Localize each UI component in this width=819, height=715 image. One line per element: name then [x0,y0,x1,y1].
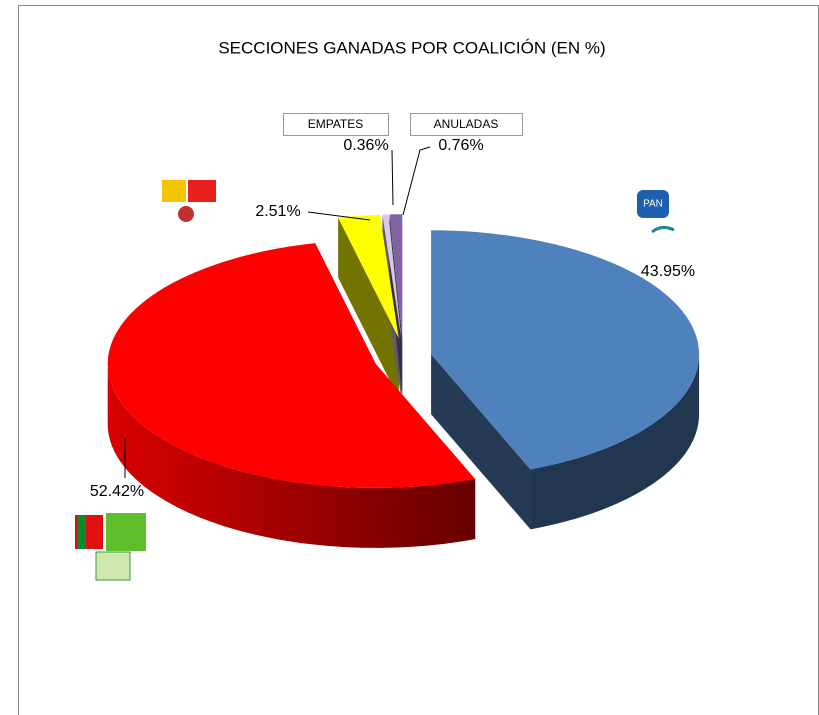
slice-edge-face [338,217,399,399]
data-label: 2.51% [255,203,300,220]
pie-tops [107,214,700,488]
data-label: 52.42% [90,483,144,500]
slice-side [107,363,476,548]
category-box [283,113,389,136]
leader-line [391,149,394,206]
data-label: 43.95% [641,263,695,280]
logo-pri-verde [75,513,146,581]
leader-line [402,146,431,216]
logo-pan: PAN [637,190,675,234]
data-label: 0.36% [343,137,388,154]
data-label: 0.76% [438,137,483,154]
slice-side [530,354,700,530]
slice-edge-face [431,354,531,530]
category-label: ANULADAS [434,117,499,131]
category-label: EMPATES [308,117,364,131]
category-box [410,113,523,136]
slice-top [431,230,700,470]
slice-top [338,214,399,339]
slice-top [389,214,403,339]
leader-line [307,211,371,221]
svg-text:PAN: PAN [643,199,663,210]
chart-title: SECCIONES GANADAS POR COALICIÓN (EN %) [218,38,605,57]
slice-top [107,243,476,488]
logo-prd-pt [162,180,216,222]
slice-top [382,214,402,339]
